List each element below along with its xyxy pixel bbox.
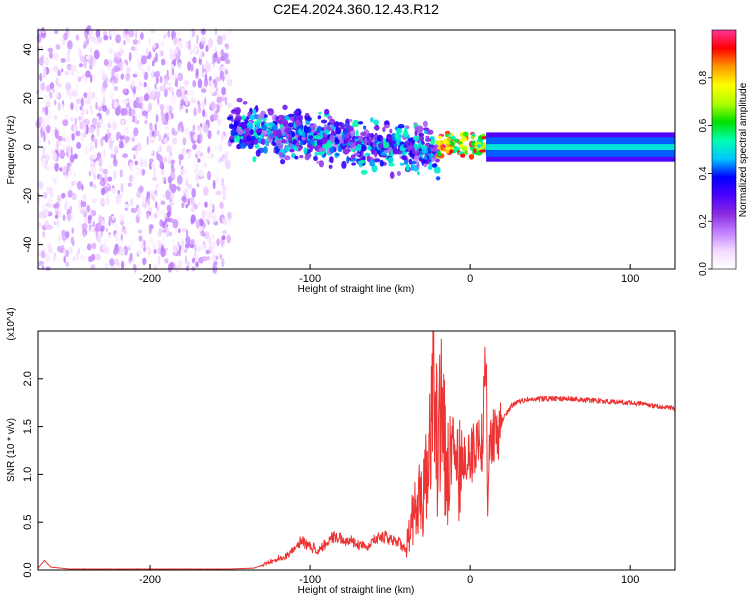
colorbar-gradient: [711, 29, 737, 270]
snr-y-tick-label-1: 0.5: [22, 515, 34, 530]
spectrogram-x-tick-label-0: -200: [139, 273, 161, 285]
snr-x-tick-label-1: -100: [299, 574, 321, 586]
colorbar-tick-label-1: 0.2: [698, 214, 709, 228]
snr-frame: [37, 330, 676, 571]
snr-series-line: [37, 330, 676, 570]
colorbar-tick-label-4: 0.8: [698, 70, 709, 84]
colorbar-tick-label-3: 0.6: [698, 118, 709, 132]
spectrogram-x-tick-label-2: 0: [467, 273, 473, 285]
snr-y-tick-label-2: 1.0: [22, 467, 34, 482]
spectrogram-y-tick-label-4: 40: [22, 43, 34, 55]
spectrogram-region-1: [226, 97, 441, 181]
colorbar-ticks: 0.0 0.2 0.4 0.6 0.8: [698, 70, 712, 276]
snr-x-tick-label-3: 100: [621, 574, 639, 586]
spectrogram-y-ticks: -40 -20 0 20 40: [22, 43, 43, 253]
colorbar: 0.0 0.2 0.4 0.6 0.8 Normalized spectral ampl…: [698, 29, 749, 276]
snr-x-axis-label: Height of straight line (km): [298, 585, 415, 596]
spectrogram-x-axis-label: Height of straight line (km): [298, 284, 415, 295]
spectrogram-y-tick-label-0: -40: [22, 237, 34, 253]
spectrogram-y-axis-label: Frequency (Hz): [6, 116, 17, 185]
spectrogram-frame: [37, 29, 676, 270]
spectrogram-y-tick-label-3: 20: [22, 92, 34, 104]
snr-x-tick-label-2: 0: [467, 574, 473, 586]
figure-title: C2E4.2024.360.12.43.R12: [273, 1, 439, 17]
colorbar-label: Normalized spectral amplitude: [738, 82, 749, 217]
snr-x-ticks: -200 -100 0 100: [139, 565, 639, 586]
snr-x-tick-label-0: -200: [139, 574, 161, 586]
snr-y-tick-label-3: 1.5: [22, 419, 34, 434]
snr-y-multiplier: (x10^4): [6, 307, 17, 340]
spectrogram-y-tick-label-2: 0: [22, 144, 34, 150]
spectrogram-y-tick-label-1: -20: [22, 188, 34, 204]
snr-area: [38, 331, 675, 570]
spectrogram-x-tick-label-3: 100: [621, 273, 639, 285]
snr-y-tick-label-4: 2.0: [22, 371, 34, 386]
spectrogram-x-tick-label-1: -100: [299, 273, 321, 285]
snr-plot: -200 -100 0 100 0.0 0.5 1.0 1.5 2.0 Height of s…: [6, 307, 676, 596]
snr-y-axis-label: SNR (10 * v/v): [6, 418, 17, 482]
colorbar-tick-label-0: 0.0: [698, 262, 709, 276]
colorbar-tick-label-2: 0.4: [698, 166, 709, 180]
snr-y-tick-label-0: 0.0: [22, 562, 34, 577]
snr-y-ticks: 0.0 0.5 1.0 1.5 2.0: [22, 371, 43, 578]
spectrogram-region-2: [435, 130, 489, 160]
spectrogram-x-ticks: -200 -100 0 100: [139, 264, 639, 285]
spectrogram-region-3: [486, 132, 675, 162]
